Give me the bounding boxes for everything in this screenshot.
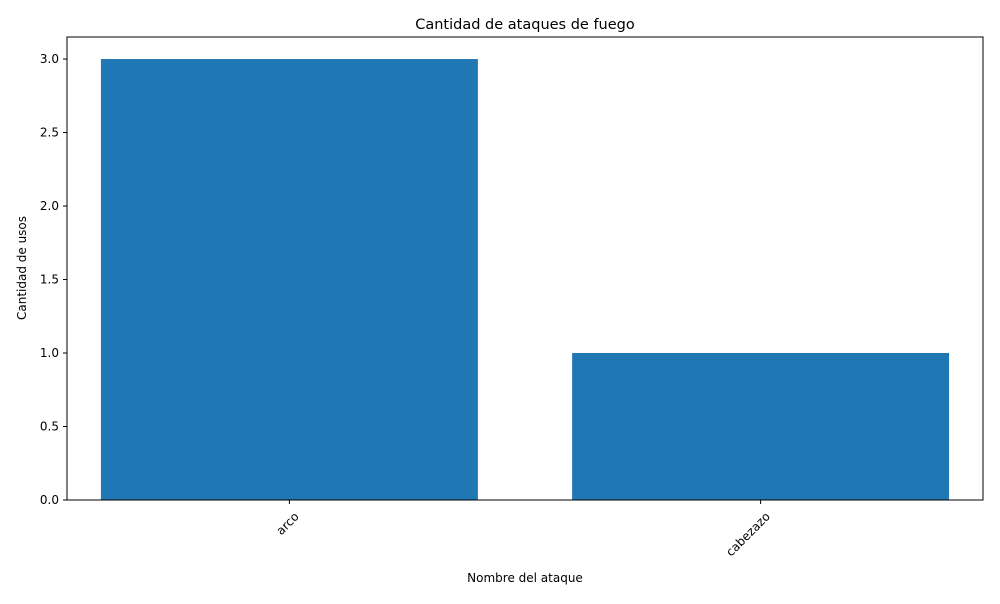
x-axis-label: Nombre del ataque xyxy=(467,571,583,585)
y-tick-label: 0.0 xyxy=(40,493,59,507)
y-axis-ticks: 0.0 0.5 1.0 1.5 2.0 2.5 3.0 xyxy=(40,52,67,507)
y-tick-label: 0.5 xyxy=(40,420,59,434)
y-tick-label: 1.0 xyxy=(40,346,59,360)
chart-title: Cantidad de ataques de fuego xyxy=(415,17,635,33)
plot-frame xyxy=(66,36,984,501)
y-tick-label: 2.5 xyxy=(40,126,59,140)
bars-layer xyxy=(100,59,950,501)
y-tick-label: 2.0 xyxy=(40,199,59,213)
y-axis-label: Cantidad de usos xyxy=(15,216,29,320)
bar-cabezazo xyxy=(572,353,950,500)
y-tick-label: 1.5 xyxy=(40,273,59,287)
y-tick-label: 3.0 xyxy=(40,52,59,66)
bar-arco xyxy=(100,59,478,501)
